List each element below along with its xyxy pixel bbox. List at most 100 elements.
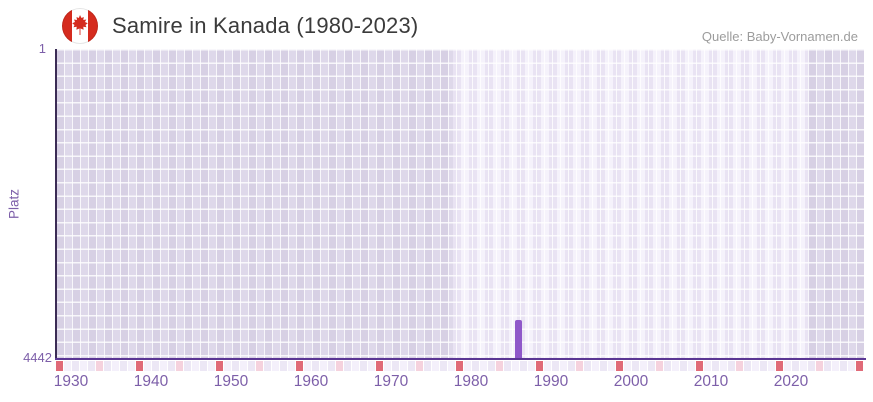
axis-strip-cell (752, 361, 759, 371)
axis-strip-cell (432, 361, 439, 371)
x-axis-tick-1940: 1940 (133, 373, 169, 390)
axis-strip-cell (560, 361, 567, 371)
axis-strip-cell (208, 361, 215, 371)
axis-strip-cell (232, 361, 239, 371)
axis-strip-cell (168, 361, 175, 371)
x-axis-tick-1950: 1950 (213, 373, 249, 390)
axis-strip-cell (856, 361, 863, 371)
axis-strip-cell (584, 361, 591, 371)
axis-strip-cell (680, 361, 687, 371)
axis-strip-cell (392, 361, 399, 371)
axis-strip-cell (568, 361, 575, 371)
x-axis-tick-2000: 2000 (613, 373, 649, 390)
x-axis-tick-1990: 1990 (533, 373, 569, 390)
axis-strip-cell (320, 361, 327, 371)
axis-strip-cell (160, 361, 167, 371)
axis-strip-cell (768, 361, 775, 371)
axis-strip-cell (328, 361, 335, 371)
page-title: Samire in Kanada (1980-2023) (112, 13, 419, 38)
axis-strip-cell (424, 361, 431, 371)
axis-strip-cell (112, 361, 119, 371)
axis-strip-cell (608, 361, 615, 371)
axis-strip-cell (56, 361, 63, 371)
axis-strip-cell (784, 361, 791, 371)
axis-strip-cell (792, 361, 799, 371)
axis-strip-cell (80, 361, 87, 371)
axis-strip-cell (360, 361, 367, 371)
y-axis-line (55, 49, 57, 360)
axis-strip-cell (824, 361, 831, 371)
axis-strip-cell (464, 361, 471, 371)
axis-strip-cell (456, 361, 463, 371)
axis-strip-cell (672, 361, 679, 371)
x-axis-marker-strip (56, 361, 864, 371)
axis-strip-cell (496, 361, 503, 371)
canada-flag-icon (62, 8, 98, 44)
axis-strip-cell (72, 361, 79, 371)
axis-strip-cell (184, 361, 191, 371)
axis-strip-cell (408, 361, 415, 371)
x-axis-tick-1980: 1980 (453, 373, 489, 390)
axis-strip-cell (600, 361, 607, 371)
axis-strip-cell (176, 361, 183, 371)
axis-strip-cell (656, 361, 663, 371)
axis-strip-cell (760, 361, 767, 371)
axis-strip-cell (616, 361, 623, 371)
axis-strip-cell (704, 361, 711, 371)
axis-strip-cell (104, 361, 111, 371)
axis-strip-cell (336, 361, 343, 371)
axis-strip-cell (688, 361, 695, 371)
axis-strip-cell (552, 361, 559, 371)
axis-strip-cell (840, 361, 847, 371)
y-axis-title: Platz (6, 188, 22, 220)
axis-strip-cell (352, 361, 359, 371)
axis-strip-cell (344, 361, 351, 371)
axis-strip-cell (296, 361, 303, 371)
axis-strip-cell (800, 361, 807, 371)
axis-strip-cell (488, 361, 495, 371)
axis-strip-cell (384, 361, 391, 371)
axis-strip-cell (120, 361, 127, 371)
axis-strip-cell (304, 361, 311, 371)
axis-strip-cell (744, 361, 751, 371)
axis-strip-cell (224, 361, 231, 371)
axis-strip-cell (808, 361, 815, 371)
x-axis-line (55, 358, 866, 360)
axis-strip-cell (712, 361, 719, 371)
axis-strip-cell (480, 361, 487, 371)
axis-strip-cell (96, 361, 103, 371)
axis-strip-cell (720, 361, 727, 371)
x-axis-tick-1960: 1960 (293, 373, 329, 390)
axis-strip-cell (192, 361, 199, 371)
axis-strip-cell (512, 361, 519, 371)
axis-strip-cell (312, 361, 319, 371)
axis-strip-cell (736, 361, 743, 371)
axis-strip-cell (816, 361, 823, 371)
axis-strip-cell (272, 361, 279, 371)
axis-strip-cell (288, 361, 295, 371)
axis-strip-cell (400, 361, 407, 371)
axis-strip-cell (248, 361, 255, 371)
axis-strip-cell (376, 361, 383, 371)
source-attribution: Quelle: Baby-Vornamen.de (701, 29, 858, 44)
axis-strip-cell (216, 361, 223, 371)
axis-strip-cell (640, 361, 647, 371)
axis-strip-cell (64, 361, 71, 371)
axis-strip-cell (632, 361, 639, 371)
x-tick-labels: 1930 1940 1950 1960 1970 1980 1990 2000 2010 2020 (54, 373, 864, 393)
axis-strip-cell (256, 361, 263, 371)
axis-strip-cell (520, 361, 527, 371)
axis-strip-cell (152, 361, 159, 371)
axis-strip-cell (664, 361, 671, 371)
y-axis-tick-bottom: 4442 (23, 350, 52, 365)
axis-strip-cell (472, 361, 479, 371)
axis-strip-cell (240, 361, 247, 371)
axis-strip-cell (448, 361, 455, 371)
axis-strip-cell (528, 361, 535, 371)
axis-strip-cell (144, 361, 151, 371)
grid-pattern (56, 49, 864, 358)
axis-strip-cell (88, 361, 95, 371)
axis-strip-cell (576, 361, 583, 371)
axis-strip-cell (264, 361, 271, 371)
